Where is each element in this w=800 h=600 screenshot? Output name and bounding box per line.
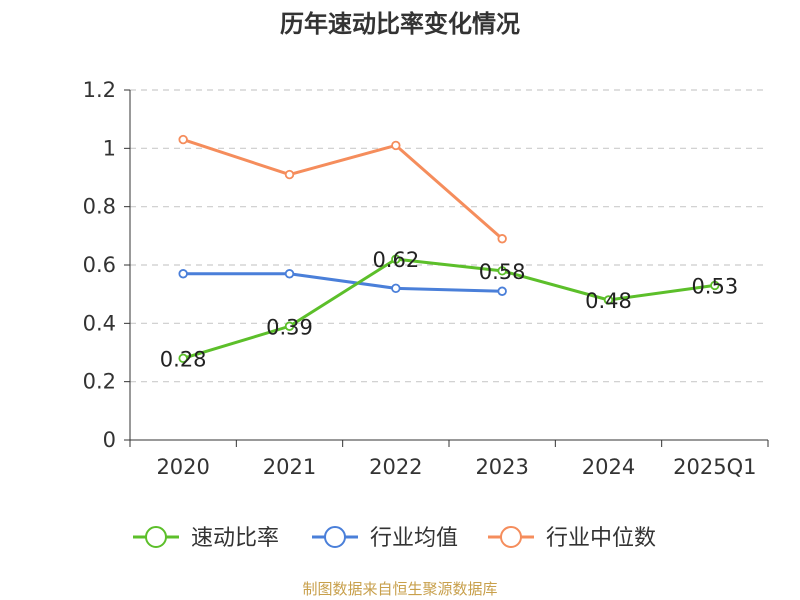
legend-label: 行业均值	[370, 526, 458, 551]
data-point	[178, 134, 188, 145]
x-tick-label: 2023	[475, 455, 528, 479]
data-point	[710, 280, 720, 291]
data-point	[391, 140, 401, 151]
y-tick-label: 0	[103, 428, 116, 452]
data-point	[391, 283, 401, 294]
y-tick-label: 0.8	[83, 195, 116, 219]
y-tick-label: 0.2	[83, 370, 116, 394]
data-label: 0.53	[691, 274, 738, 298]
series-line	[182, 138, 504, 240]
data-label: 0.58	[479, 260, 526, 284]
data-point	[497, 234, 507, 244]
data-point	[284, 321, 295, 331]
data-point	[603, 295, 614, 305]
y-tick-label: 0.4	[83, 311, 116, 335]
legend-swatch-marker	[324, 526, 346, 548]
series-line	[183, 272, 503, 293]
legend: 速动比率 行业均值 行业中位数	[133, 526, 656, 551]
data-label: 0.28	[160, 347, 207, 371]
chart-title: 历年速动比率变化情况	[280, 10, 520, 38]
x-tick-label: 2024	[582, 455, 635, 479]
data-point	[284, 269, 295, 279]
data-point	[497, 266, 507, 276]
x-tick-label: 2021	[263, 455, 316, 479]
data-point	[391, 254, 401, 264]
data-point	[178, 269, 188, 279]
source-note: 制图数据来自恒生聚源数据库	[302, 580, 498, 598]
y-tick-label: 1.2	[83, 78, 116, 102]
legend-swatch-marker	[145, 526, 167, 548]
data-label: 0.39	[266, 315, 313, 339]
series	[178, 134, 720, 364]
y-tick-label: 1	[103, 136, 116, 160]
x-tick-label: 2022	[369, 455, 422, 479]
grid-lines	[130, 89, 768, 383]
legend-label: 速动比率	[191, 526, 279, 551]
x-tick-label: 2020	[156, 455, 209, 479]
data-point	[284, 169, 295, 180]
legend-swatch-marker	[500, 526, 522, 548]
data-label: 0.48	[585, 289, 632, 313]
data-point	[178, 353, 188, 364]
data-point	[497, 286, 507, 296]
series-line	[182, 257, 716, 360]
x-tick-label: 2025Q1	[673, 455, 756, 479]
legend-label: 行业中位数	[546, 526, 656, 551]
data-labels: 0.28 0.39 0.62 0.58 0.48 0.53	[160, 248, 738, 371]
axes: 0 0.2 0.4 0.6 0.8 1 1.2 2020 2021 2022 2023 2024 202…	[83, 78, 769, 479]
data-label: 0.62	[372, 248, 419, 272]
y-tick-label: 0.6	[83, 253, 116, 277]
